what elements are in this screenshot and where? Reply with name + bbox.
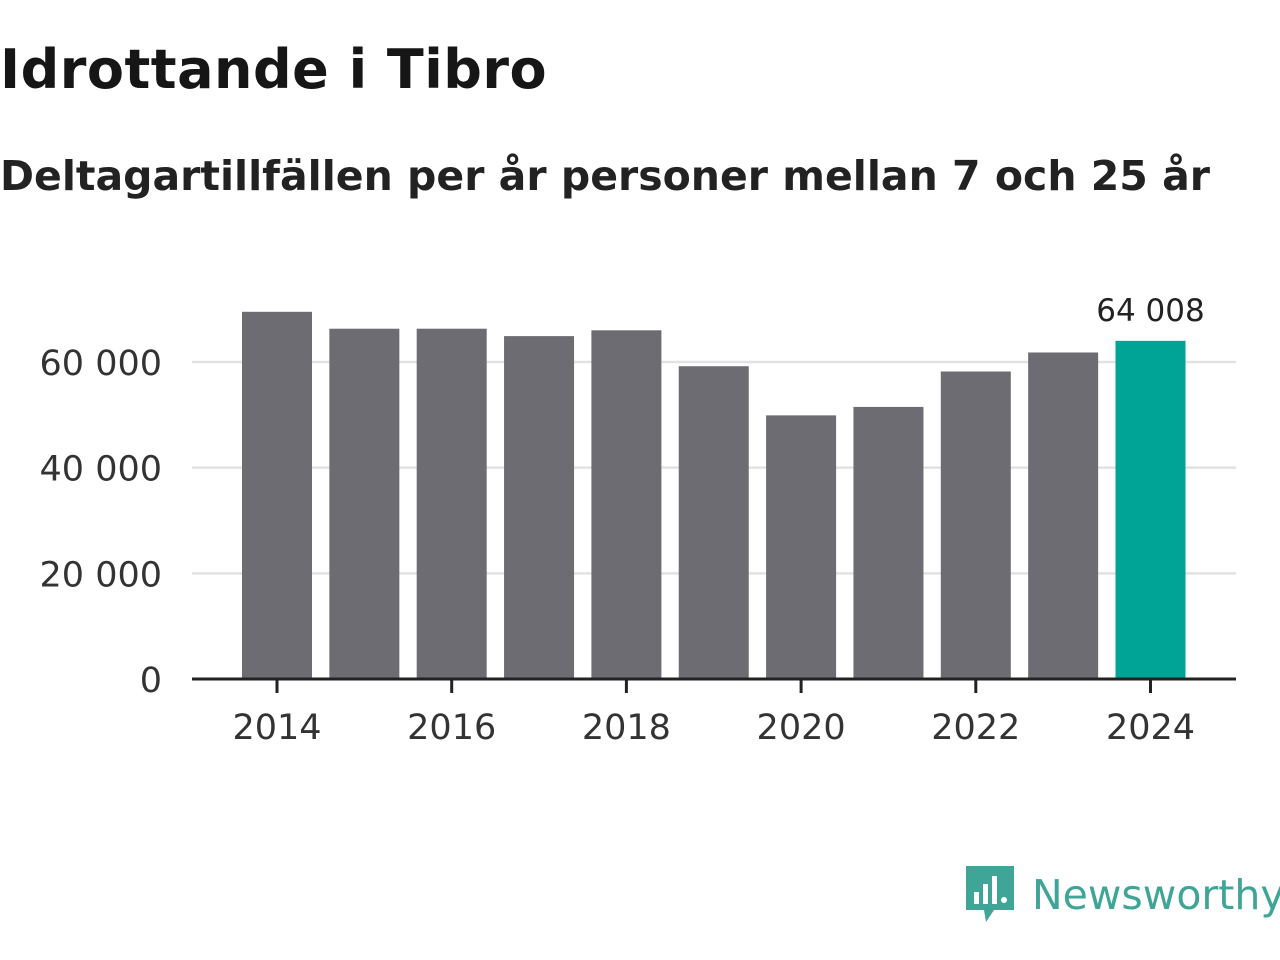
bar-2021 <box>853 406 924 679</box>
y-tick-label: 40 000 <box>40 450 162 490</box>
y-tick-label: 0 <box>140 661 162 701</box>
brand-name: Newsworthy <box>1032 870 1280 919</box>
bar-2023 <box>1028 352 1099 679</box>
bar-2018 <box>591 330 662 679</box>
bar-2022 <box>940 371 1011 679</box>
chart-title: Idrottande i Tibro <box>0 38 548 101</box>
x-tick-label: 2018 <box>582 708 671 748</box>
x-tick-label: 2022 <box>931 708 1020 748</box>
y-tick-label: 20 000 <box>40 555 162 595</box>
x-tick-label: 2020 <box>757 708 846 748</box>
newsworthy-logo-icon <box>966 866 1014 922</box>
x-tick-label: 2014 <box>232 708 321 748</box>
bar-2020 <box>766 415 837 679</box>
x-tick-label: 2016 <box>407 708 496 748</box>
bar-2024 <box>1115 340 1186 679</box>
newsworthy-logo: Newsworthy <box>964 864 1280 926</box>
bar-2019 <box>678 366 749 679</box>
bar-2015 <box>329 328 400 679</box>
bar-2017 <box>504 336 575 679</box>
chart-subtitle: Deltagartillfällen per år personer mella… <box>0 152 1211 200</box>
bar-2014 <box>242 311 312 679</box>
y-tick-label: 60 000 <box>40 344 162 384</box>
x-tick-label: 2024 <box>1106 708 1195 748</box>
bar-2016 <box>416 328 487 679</box>
data-label-2024: 64 008 <box>1096 293 1204 329</box>
